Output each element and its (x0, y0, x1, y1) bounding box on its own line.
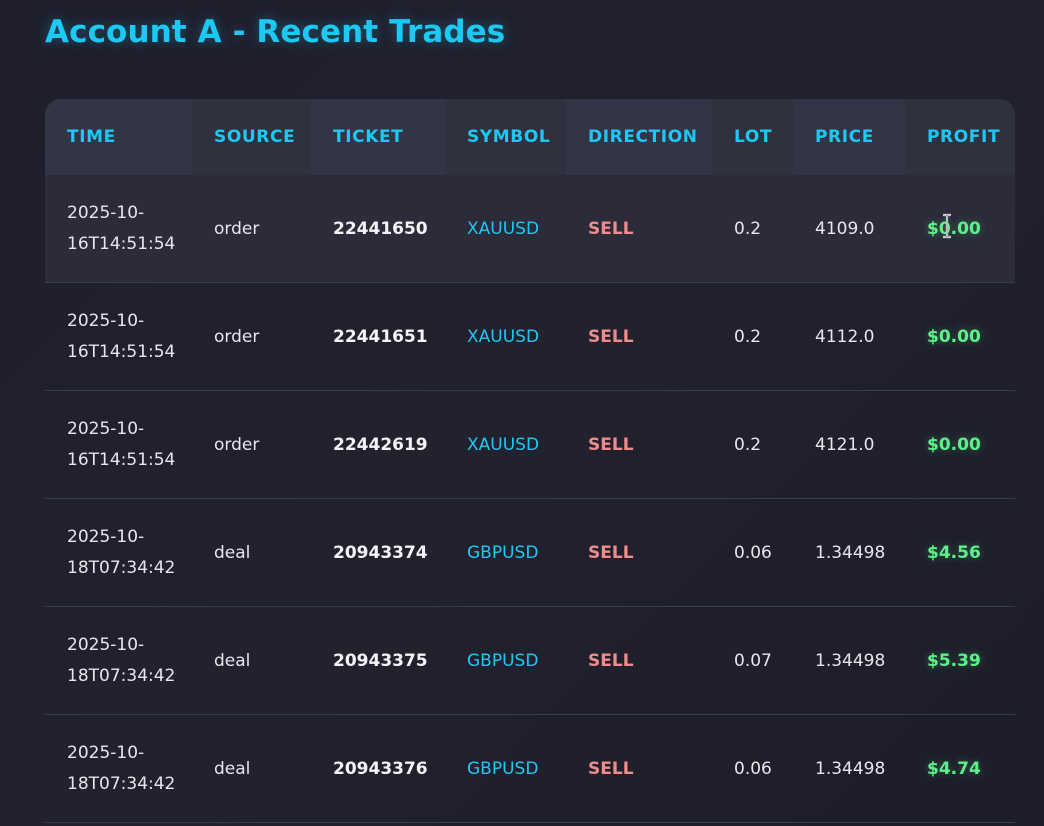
cell-source: order (192, 282, 311, 391)
cell-price: 4109.0 (793, 175, 905, 283)
column-header-lot[interactable]: LOT (712, 99, 793, 175)
cell-symbol: XAUUSD (445, 282, 566, 391)
cell-price: 1.34498 (793, 606, 905, 715)
cell-lot: 0.2 (712, 390, 793, 499)
cell-ticket: 22441651 (311, 282, 445, 391)
cell-symbol: GBPUSD (445, 606, 566, 715)
cell-source: order (192, 175, 311, 283)
cell-symbol: GBPUSD (445, 714, 566, 823)
cell-direction: SELL (566, 282, 712, 391)
cell-time: 2025-10-18T07:34:42 (45, 714, 192, 823)
cell-profit: $0.00 (905, 390, 1015, 499)
cell-direction: SELL (566, 606, 712, 715)
cell-price: 1.34498 (793, 498, 905, 607)
cell-symbol: GBPUSD (445, 498, 566, 607)
cell-profit: $5.39 (905, 606, 1015, 715)
column-header-profit[interactable]: PROFIT (905, 99, 1015, 175)
column-header-time[interactable]: TIME (45, 99, 192, 175)
cell-profit: $0.00 (905, 175, 1015, 283)
cell-time: 2025-10-16T14:51:54 (45, 175, 192, 283)
cell-lot: 0.07 (712, 606, 793, 715)
cell-time: 2025-10-18T07:34:42 (45, 498, 192, 607)
cell-source: deal (192, 606, 311, 715)
cell-direction: SELL (566, 390, 712, 499)
cell-direction: SELL (566, 175, 712, 283)
cell-price: 1.34498 (793, 714, 905, 823)
cell-direction: SELL (566, 498, 712, 607)
cell-source: deal (192, 498, 311, 607)
cell-lot: 0.06 (712, 714, 793, 823)
cell-ticket: 20943376 (311, 714, 445, 823)
table-row[interactable]: 2025-10-16T14:51:54 order 22442619 XAUUS… (45, 390, 1015, 499)
trades-table-container: TIME SOURCE TICKET SYMBOL DIRECTION LOT … (45, 99, 1015, 826)
cell-time: 2025-10-16T14:51:54 (45, 390, 192, 499)
page-title: Account A - Recent Trades (45, 14, 506, 50)
table-row[interactable]: 2025-10-18T07:34:42 deal 20943374 GBPUSD… (45, 498, 1015, 607)
cell-time: 2025-10-18T07:34:42 (45, 606, 192, 715)
cell-direction: SELL (566, 714, 712, 823)
cell-profit: $4.74 (905, 714, 1015, 823)
table-row[interactable]: 2025-10-18T07:34:42 deal 20943375 GBPUSD… (45, 606, 1015, 715)
cell-ticket: 20943374 (311, 498, 445, 607)
cell-ticket: 22442619 (311, 390, 445, 499)
cell-lot: 0.06 (712, 498, 793, 607)
cell-symbol: XAUUSD (445, 390, 566, 499)
cell-profit: $4.56 (905, 498, 1015, 607)
cell-lot: 0.2 (712, 282, 793, 391)
cell-profit: $0.00 (905, 282, 1015, 391)
column-header-ticket[interactable]: TICKET (311, 99, 445, 175)
cell-source: order (192, 390, 311, 499)
cell-symbol: XAUUSD (445, 175, 566, 283)
column-header-direction[interactable]: DIRECTION (566, 99, 712, 175)
cell-lot: 0.2 (712, 175, 793, 283)
cell-time: 2025-10-16T14:51:54 (45, 282, 192, 391)
column-header-symbol[interactable]: SYMBOL (445, 99, 566, 175)
cell-ticket: 22441650 (311, 175, 445, 283)
table-header-row: TIME SOURCE TICKET SYMBOL DIRECTION LOT … (45, 99, 1015, 175)
column-header-price[interactable]: PRICE (793, 99, 905, 175)
table-row[interactable]: 2025-10-16T14:51:54 order 22441650 XAUUS… (45, 175, 1015, 283)
cell-price: 4121.0 (793, 390, 905, 499)
trades-table: TIME SOURCE TICKET SYMBOL DIRECTION LOT … (45, 99, 1015, 823)
table-row[interactable]: 2025-10-18T07:34:42 deal 20943376 GBPUSD… (45, 714, 1015, 823)
column-header-source[interactable]: SOURCE (192, 99, 311, 175)
cell-ticket: 20943375 (311, 606, 445, 715)
table-row[interactable]: 2025-10-16T14:51:54 order 22441651 XAUUS… (45, 282, 1015, 391)
cell-price: 4112.0 (793, 282, 905, 391)
cell-source: deal (192, 714, 311, 823)
